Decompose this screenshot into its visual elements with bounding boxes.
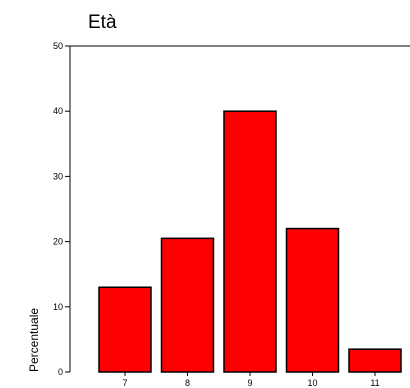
y-ticks: 0 10 20 30 40 50 — [53, 41, 70, 377]
y-tick-label: 20 — [53, 237, 63, 247]
x-ticks: 7 8 9 10 11 — [122, 372, 380, 388]
chart-title: Età — [88, 12, 117, 33]
bar — [348, 348, 402, 373]
x-tick-label: 11 — [370, 378, 379, 388]
bar — [223, 110, 277, 373]
bar — [160, 237, 215, 373]
bars — [98, 110, 402, 373]
y-tick-label: 0 — [58, 367, 63, 377]
x-tick-label: 9 — [247, 378, 252, 388]
bar — [285, 227, 340, 373]
y-axis-title: Percentuale — [27, 308, 41, 372]
y-tick-label: 30 — [53, 171, 63, 181]
x-tick-label: 10 — [307, 378, 317, 388]
y-tick-label: 10 — [53, 302, 63, 312]
bar — [98, 286, 152, 373]
x-tick-label: 8 — [185, 378, 190, 388]
x-tick-label: 7 — [122, 378, 127, 388]
y-tick-label: 50 — [53, 41, 63, 51]
y-tick-label: 40 — [53, 106, 63, 116]
